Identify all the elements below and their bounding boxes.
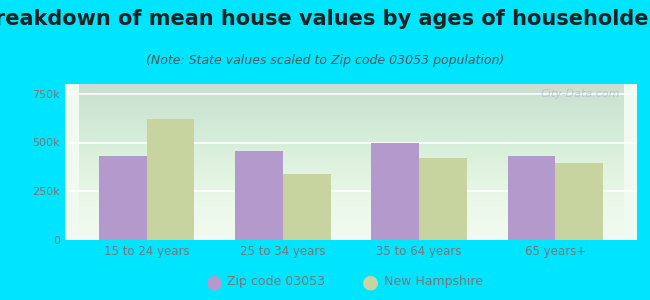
Bar xyxy=(419,158,467,240)
Text: New Hampshire: New Hampshire xyxy=(384,275,482,289)
Bar xyxy=(235,151,283,240)
Bar xyxy=(99,156,147,240)
Text: ●: ● xyxy=(206,272,223,292)
Text: City-Data.com: City-Data.com xyxy=(540,89,620,99)
Bar xyxy=(508,156,555,240)
Bar xyxy=(147,119,194,240)
Text: ●: ● xyxy=(362,272,379,292)
Bar xyxy=(371,142,419,240)
Text: Breakdown of mean house values by ages of householders: Breakdown of mean house values by ages o… xyxy=(0,9,650,29)
Text: (Note: State values scaled to Zip code 03053 population): (Note: State values scaled to Zip code 0… xyxy=(146,54,504,67)
Bar xyxy=(555,163,603,240)
Bar xyxy=(283,174,331,240)
Text: Zip code 03053: Zip code 03053 xyxy=(227,275,326,289)
